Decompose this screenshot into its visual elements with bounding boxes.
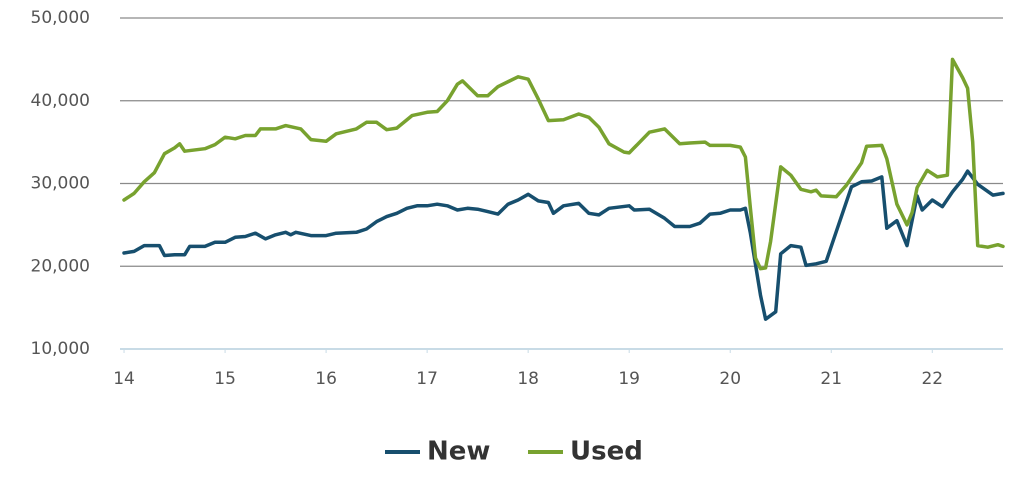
x-tick-label: 18 (517, 369, 539, 389)
x-tick-label: 22 (921, 369, 943, 389)
x-tick-label: 20 (719, 369, 741, 389)
x-tick-label: 17 (416, 369, 438, 389)
x-tick-label: 16 (315, 369, 337, 389)
legend-label: New (427, 437, 490, 467)
y-tick-label: 10,000 (31, 339, 90, 359)
y-tick-label: 50,000 (31, 8, 90, 28)
x-tick-label: 15 (214, 369, 236, 389)
y-tick-label: 20,000 (31, 256, 90, 276)
y-tick-label: 40,000 (31, 91, 90, 111)
x-tick-label: 14 (113, 369, 135, 389)
series-line (122, 57, 1005, 271)
y-tick-label: 30,000 (31, 174, 90, 194)
series-line (122, 169, 1005, 321)
x-tick-label: 19 (618, 369, 640, 389)
x-tick-label: 21 (820, 369, 842, 389)
legend-label: Used (570, 437, 643, 467)
